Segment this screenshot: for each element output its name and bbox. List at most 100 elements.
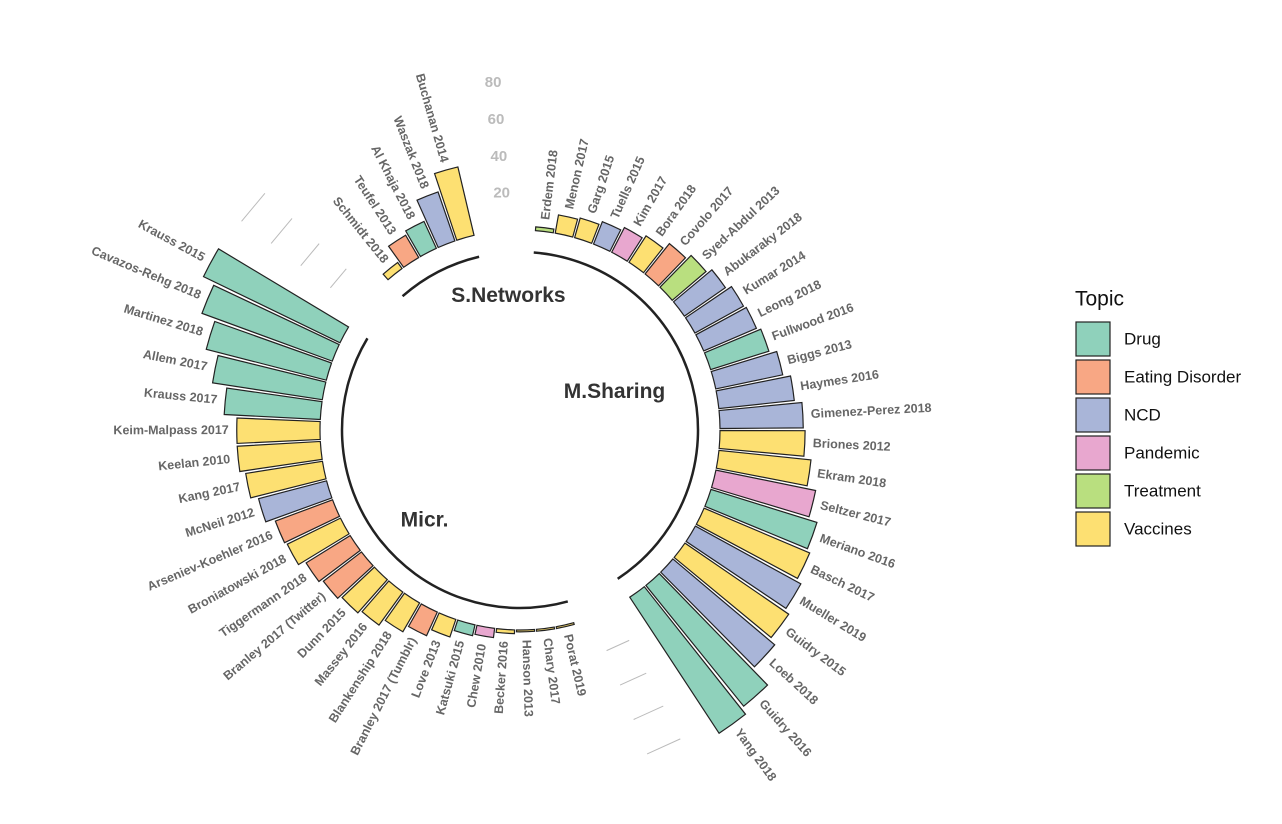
bar (659, 558, 776, 668)
tick-label: 40 (490, 148, 507, 165)
bar (205, 320, 333, 381)
grid-line (241, 192, 266, 222)
bar (715, 375, 795, 410)
grid-line (619, 672, 647, 686)
bar (672, 268, 727, 317)
bar (644, 242, 687, 287)
group-label: M.Sharing (564, 380, 666, 403)
bar-label: Martinez 2018 (122, 302, 205, 339)
group-label: S.Networks (451, 284, 565, 307)
bar (695, 507, 811, 580)
tick-label: 20 (493, 185, 510, 202)
bar-label: Yang 2018 (732, 726, 779, 784)
bar (673, 542, 790, 639)
bar (322, 551, 374, 600)
bar (305, 534, 362, 583)
legend-label: Eating Disorder (1124, 367, 1242, 386)
legend-swatch (1075, 511, 1111, 547)
bar (628, 235, 664, 274)
bar-label: Becker 2016 (492, 641, 511, 715)
legend-swatch (1075, 397, 1111, 433)
bar (453, 619, 476, 637)
bar (554, 214, 579, 238)
group-arc (533, 251, 700, 580)
bar (555, 621, 575, 630)
bar-label: Gimenez-Perez 2018 (810, 401, 932, 421)
bar-label: Ekram 2018 (816, 466, 887, 490)
legend-label: Vaccines (1124, 519, 1192, 538)
grid-line (633, 705, 664, 720)
bar-label: Keim-Malpass 2017 (113, 423, 228, 437)
bar (495, 627, 516, 635)
bar-label: Briones 2012 (812, 436, 890, 454)
bar-label: Menon 2017 (562, 138, 591, 211)
bar (592, 220, 622, 253)
bar (433, 166, 475, 242)
bar (534, 226, 555, 234)
bar-label: Syed-Abdul 2013 (699, 184, 782, 263)
legend-swatch (1075, 435, 1111, 471)
grid-line (606, 639, 630, 652)
bar-label: Krauss 2017 (143, 386, 218, 407)
bar (211, 354, 327, 401)
bar (236, 440, 323, 473)
bar-label: Arseniev-Koehler 2016 (145, 528, 275, 594)
tick-label: 60 (488, 111, 505, 128)
legend-label: Pandemic (1124, 443, 1200, 462)
grid-line (300, 243, 320, 266)
bar (710, 469, 817, 518)
bar (715, 449, 812, 487)
bar (361, 580, 404, 626)
bar-label: Chew 2010 (464, 643, 489, 709)
bar-label: Allem 2017 (142, 347, 209, 374)
bar (384, 592, 421, 633)
bar-label: Basch 2017 (808, 562, 876, 604)
bar (430, 612, 457, 638)
bar-label: Haymes 2016 (799, 367, 879, 393)
bar (236, 417, 321, 445)
bar-label: Porat 2019 (561, 633, 589, 698)
bar (223, 387, 323, 421)
legend-label: Treatment (1124, 481, 1201, 500)
bar (535, 626, 556, 632)
legend-label: Drug (1124, 329, 1161, 348)
bar (474, 624, 496, 639)
legend-title: Topic (1075, 288, 1124, 311)
bar-label: Chary 2017 (540, 637, 562, 705)
bar (387, 234, 420, 269)
bar (659, 254, 707, 302)
bar (404, 220, 438, 258)
bar (407, 603, 439, 637)
bar (201, 284, 340, 362)
group-arc (401, 255, 480, 298)
bar (341, 566, 389, 614)
bar-label: Meriano 2016 (818, 531, 897, 571)
bar (718, 401, 804, 430)
bar (718, 429, 806, 457)
bar (610, 226, 643, 263)
bar (645, 572, 769, 708)
bar (573, 217, 600, 245)
bar-label: Seltzer 2017 (819, 498, 893, 529)
bar (515, 628, 536, 633)
bar (274, 499, 341, 544)
bar (704, 488, 818, 550)
bar (628, 585, 747, 735)
bar (684, 285, 745, 334)
bar-label: Keelan 2010 (158, 452, 231, 473)
group-arc (340, 337, 569, 610)
legend-swatch (1075, 473, 1111, 509)
legend-label: NCD (1124, 405, 1161, 424)
bar (703, 328, 770, 371)
bar (416, 191, 456, 249)
bar-label: Guidry 2016 (756, 697, 814, 760)
bar (202, 248, 350, 344)
group-label: Micr. (401, 508, 449, 531)
grid-line (270, 218, 293, 244)
bar-label: Hanson 2013 (519, 640, 535, 718)
bar-label: Biggs 2013 (786, 337, 853, 367)
bar (257, 480, 333, 523)
bar-label: Krauss 2015 (136, 217, 207, 264)
bar (685, 525, 802, 610)
